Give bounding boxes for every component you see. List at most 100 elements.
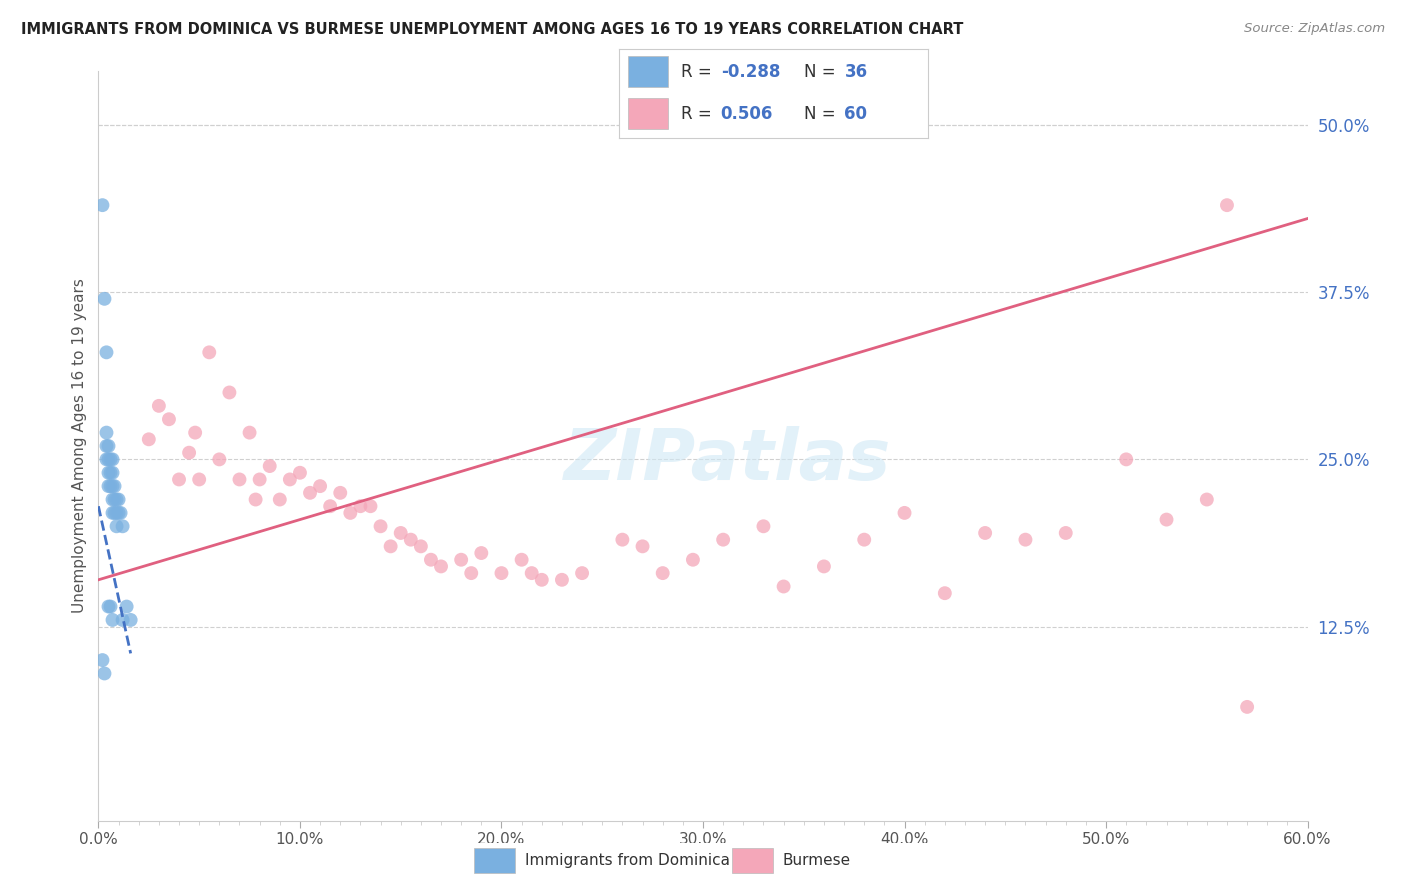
Point xyxy=(813,559,835,574)
Point xyxy=(208,452,231,467)
Point xyxy=(389,526,412,541)
Point xyxy=(107,506,129,520)
Point xyxy=(1195,492,1218,507)
Text: Immigrants from Dominica: Immigrants from Dominica xyxy=(524,854,730,868)
Point xyxy=(96,345,118,359)
Point xyxy=(430,559,453,574)
Point xyxy=(96,425,118,440)
Point xyxy=(239,425,262,440)
Point xyxy=(711,533,734,547)
Point xyxy=(120,613,142,627)
Point xyxy=(105,519,128,533)
Point xyxy=(612,533,634,547)
Text: 0.506: 0.506 xyxy=(721,105,773,123)
Point xyxy=(101,506,124,520)
FancyBboxPatch shape xyxy=(628,56,668,87)
Point xyxy=(1115,452,1137,467)
Point xyxy=(97,466,120,480)
Point xyxy=(110,506,132,520)
Point xyxy=(103,492,125,507)
FancyBboxPatch shape xyxy=(733,848,773,873)
Point xyxy=(115,599,138,614)
Point xyxy=(1014,533,1036,547)
Point xyxy=(101,452,124,467)
Point xyxy=(249,473,271,487)
Point xyxy=(893,506,915,520)
Point xyxy=(93,666,115,681)
Point xyxy=(97,452,120,467)
Point xyxy=(105,492,128,507)
Point xyxy=(100,599,122,614)
Text: 60: 60 xyxy=(845,105,868,123)
Y-axis label: Unemployment Among Ages 16 to 19 years: Unemployment Among Ages 16 to 19 years xyxy=(72,278,87,614)
Point xyxy=(1216,198,1239,212)
Text: N =: N = xyxy=(804,63,841,81)
Point xyxy=(772,580,794,594)
Point xyxy=(530,573,553,587)
Point xyxy=(101,466,124,480)
Point xyxy=(100,452,122,467)
Point xyxy=(631,539,654,553)
Point xyxy=(349,500,371,514)
Point xyxy=(853,533,876,547)
Point xyxy=(167,473,190,487)
Point xyxy=(1236,699,1258,714)
Point xyxy=(100,479,122,493)
Point xyxy=(450,553,472,567)
Point xyxy=(269,492,291,507)
Point xyxy=(682,553,704,567)
Point xyxy=(974,526,997,541)
Text: R =: R = xyxy=(681,63,717,81)
Point xyxy=(278,473,301,487)
Point xyxy=(188,473,211,487)
Point xyxy=(105,506,128,520)
Point xyxy=(934,586,956,600)
Point xyxy=(309,479,332,493)
Text: R =: R = xyxy=(681,105,717,123)
Point xyxy=(380,539,402,553)
Point xyxy=(1156,512,1178,526)
Point xyxy=(299,485,322,500)
Point xyxy=(460,566,482,581)
Point xyxy=(409,539,432,553)
Point xyxy=(520,566,543,581)
Text: IMMIGRANTS FROM DOMINICA VS BURMESE UNEMPLOYMENT AMONG AGES 16 TO 19 YEARS CORRE: IMMIGRANTS FROM DOMINICA VS BURMESE UNEM… xyxy=(21,22,963,37)
Point xyxy=(138,433,160,447)
Point xyxy=(97,479,120,493)
Point xyxy=(97,439,120,453)
Point xyxy=(339,506,361,520)
Point xyxy=(107,492,129,507)
Point xyxy=(97,599,120,614)
Point xyxy=(100,466,122,480)
Point xyxy=(288,466,311,480)
Point xyxy=(101,613,124,627)
Point xyxy=(91,198,114,212)
Text: -0.288: -0.288 xyxy=(721,63,780,81)
Point xyxy=(198,345,221,359)
Point xyxy=(551,573,574,587)
Point xyxy=(101,479,124,493)
Point xyxy=(420,553,443,567)
FancyBboxPatch shape xyxy=(628,98,668,129)
Point xyxy=(329,485,352,500)
Text: 36: 36 xyxy=(845,63,868,81)
Point xyxy=(245,492,267,507)
Point xyxy=(259,459,281,474)
Point xyxy=(571,566,593,581)
Point xyxy=(184,425,207,440)
Point xyxy=(103,506,125,520)
Text: ZIPatlas: ZIPatlas xyxy=(564,426,891,495)
Point xyxy=(101,492,124,507)
Point xyxy=(399,533,422,547)
Point xyxy=(752,519,775,533)
Point xyxy=(157,412,180,426)
Point xyxy=(111,519,134,533)
Point xyxy=(96,439,118,453)
Point xyxy=(96,452,118,467)
Point xyxy=(651,566,673,581)
Point xyxy=(91,653,114,667)
Point xyxy=(179,446,201,460)
Text: N =: N = xyxy=(804,105,841,123)
Point xyxy=(470,546,492,560)
Point xyxy=(148,399,170,413)
